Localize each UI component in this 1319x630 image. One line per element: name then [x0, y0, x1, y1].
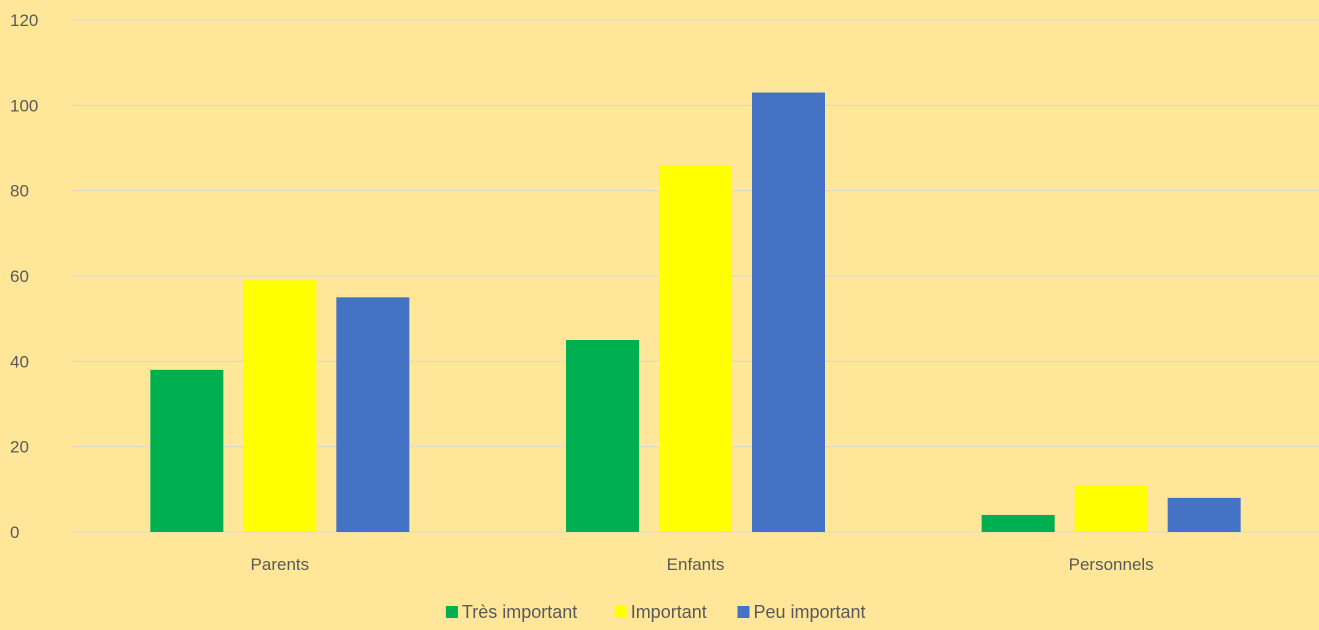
legend-label: Important — [631, 602, 707, 622]
bar — [981, 514, 1055, 532]
legend-swatch — [445, 606, 458, 618]
bar — [150, 369, 224, 532]
y-tick-label: 0 — [10, 523, 19, 542]
bar — [566, 340, 639, 532]
y-tick-label: 60 — [10, 267, 29, 286]
y-tick-label: 40 — [10, 352, 29, 371]
bar — [1074, 485, 1148, 532]
y-tick-label: 20 — [10, 438, 29, 457]
bar — [659, 165, 732, 533]
y-tick-label: 80 — [10, 182, 29, 201]
legend: Très important Important Peu important — [445, 602, 866, 622]
bars — [150, 92, 1241, 533]
x-category-label: Enfants — [667, 555, 725, 574]
bar — [243, 280, 317, 532]
legend-swatch — [737, 606, 750, 618]
y-tick-label: 100 — [10, 96, 38, 115]
legend-label: Très important — [462, 602, 577, 622]
x-axis-categories: Parents Enfants Personnels — [251, 555, 1154, 574]
bar — [1167, 497, 1241, 532]
x-category-label: Personnels — [1069, 555, 1154, 574]
bar — [752, 92, 825, 533]
y-tick-label: 120 — [10, 11, 38, 30]
x-category-label: Parents — [251, 555, 310, 574]
legend-label: Peu important — [754, 602, 866, 622]
legend-swatch — [614, 606, 627, 618]
y-axis-ticks: 0 20 40 60 80 100 120 — [10, 11, 38, 542]
bar — [336, 297, 410, 532]
